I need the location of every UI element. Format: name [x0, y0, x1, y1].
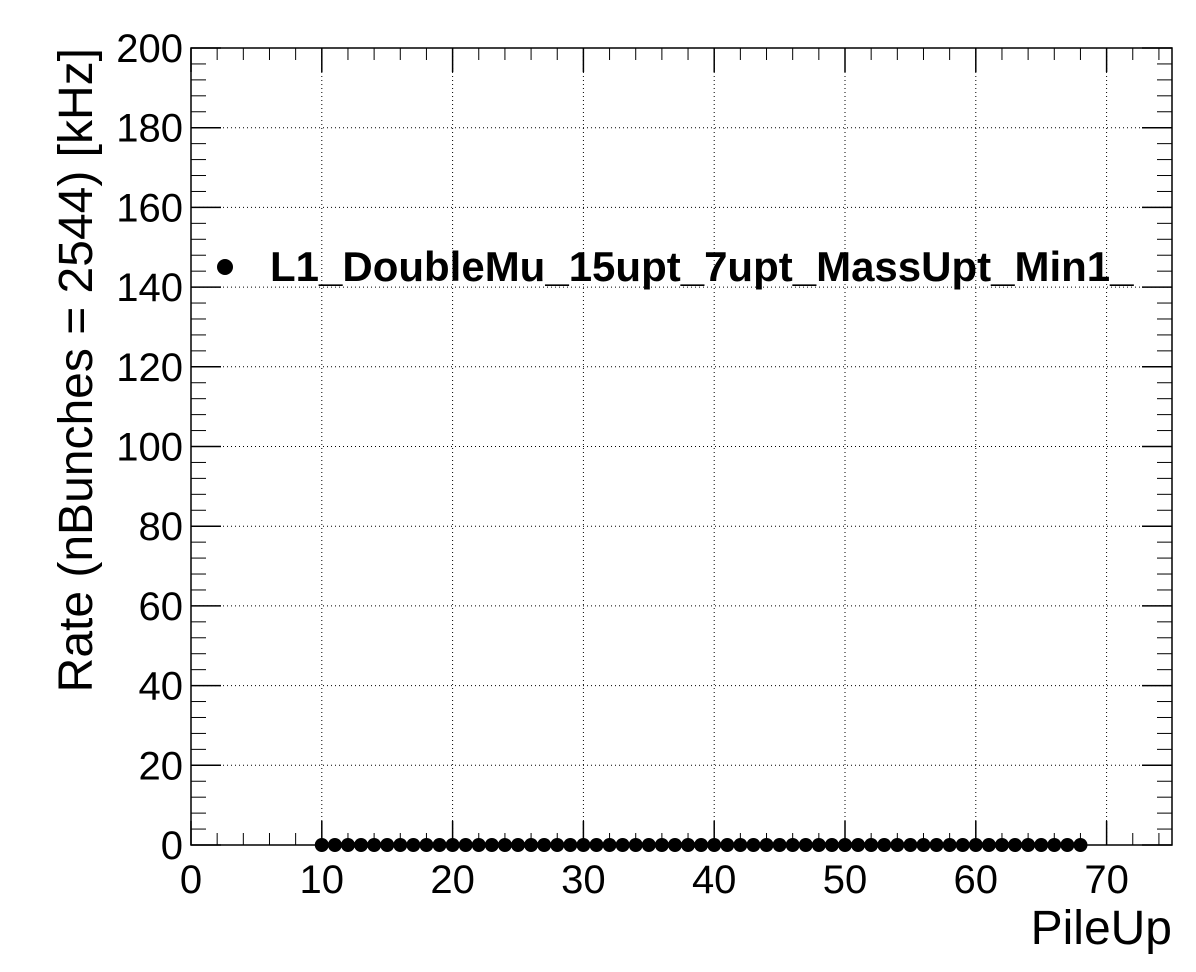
data-point [759, 838, 774, 852]
data-point [694, 838, 709, 852]
data-point [445, 838, 460, 852]
data-point [733, 838, 748, 852]
x-tick-label: 0 [180, 858, 202, 902]
plot-frame [190, 47, 1173, 846]
data-point [641, 838, 656, 852]
data-point [419, 838, 434, 852]
data-point [497, 838, 512, 852]
data-point [1008, 838, 1023, 852]
data-point [890, 838, 905, 852]
x-tick-label: 70 [1084, 858, 1129, 902]
data-point [615, 838, 630, 852]
y-axis-title: Rate (nBunches = 2544) [kHz] [50, 48, 103, 692]
data-point [380, 838, 395, 852]
data-point [942, 838, 957, 852]
y-tick-label: 180 [116, 107, 183, 151]
y-tick-label: 160 [116, 186, 183, 230]
legend: L1_DoubleMu_15upt_7upt_MassUpt_Min1_ [217, 243, 1134, 290]
y-tick-label: 200 [116, 27, 183, 71]
data-point [707, 838, 722, 852]
data-point [968, 838, 983, 852]
y-tick-label: 120 [116, 346, 183, 390]
data-point [628, 838, 643, 852]
data-point [811, 838, 826, 852]
y-tick-label: 0 [161, 824, 183, 868]
x-tick-label: 20 [430, 858, 475, 902]
y-tick-labels: 0 20 40 60 80 100 120 140 160 180 200 [116, 27, 183, 868]
data-point [981, 838, 996, 852]
legend-label: L1_DoubleMu_15upt_7upt_MassUpt_Min1_ [270, 243, 1134, 290]
data-point [838, 838, 852, 852]
data-point [550, 838, 565, 852]
x-tick-label: 60 [954, 858, 999, 902]
minor-ticks [191, 48, 1172, 845]
data-point [772, 838, 787, 852]
data-point [1047, 838, 1062, 852]
y-tick-label: 140 [116, 266, 183, 310]
data-point [524, 838, 539, 852]
data-point [916, 838, 931, 852]
data-point [851, 838, 866, 852]
data-point [484, 838, 499, 852]
data-point [667, 838, 682, 852]
data-point [824, 838, 839, 852]
x-tick-label: 50 [823, 858, 868, 902]
data-point [340, 838, 355, 852]
data-point [746, 838, 761, 852]
data-point [929, 838, 944, 852]
x-tick-label: 30 [561, 858, 606, 902]
data-point [785, 838, 800, 852]
data-point [458, 838, 473, 852]
data-point [720, 838, 735, 852]
data-point [471, 838, 486, 852]
data-point [406, 838, 421, 852]
data-point [798, 838, 813, 852]
data-point [903, 838, 918, 852]
grid-lines [191, 48, 1172, 845]
x-tick-label: 10 [300, 858, 345, 902]
data-point [537, 838, 552, 852]
data-point [1060, 838, 1075, 852]
data-point [393, 838, 408, 852]
x-axis-title: PileUp [1031, 902, 1172, 955]
data-point [681, 838, 696, 852]
y-tick-label: 20 [139, 744, 184, 788]
y-tick-label: 60 [139, 585, 184, 629]
data-point [877, 838, 892, 852]
major-ticks [190, 47, 1172, 846]
y-tick-label: 100 [116, 426, 183, 470]
data-point [589, 838, 604, 852]
data-point [367, 838, 382, 852]
y-tick-label: 80 [139, 505, 184, 549]
data-point [654, 838, 669, 852]
data-point [432, 838, 447, 852]
data-point [1021, 838, 1036, 852]
y-tick-label: 40 [139, 665, 184, 709]
data-point [327, 838, 342, 852]
data-point [511, 838, 525, 852]
data-point [563, 838, 578, 852]
legend-marker [217, 259, 233, 275]
x-tick-labels: 0 10 20 30 40 50 60 70 [180, 858, 1129, 902]
data-point [994, 838, 1009, 852]
data-point [602, 838, 617, 852]
data-point [354, 838, 369, 852]
data-points [314, 838, 1088, 852]
data-point [576, 838, 591, 852]
data-point [955, 838, 970, 852]
data-point [314, 838, 329, 852]
x-tick-label: 40 [692, 858, 737, 902]
data-point [864, 838, 879, 852]
data-point [1034, 838, 1049, 852]
data-point [1073, 838, 1088, 852]
